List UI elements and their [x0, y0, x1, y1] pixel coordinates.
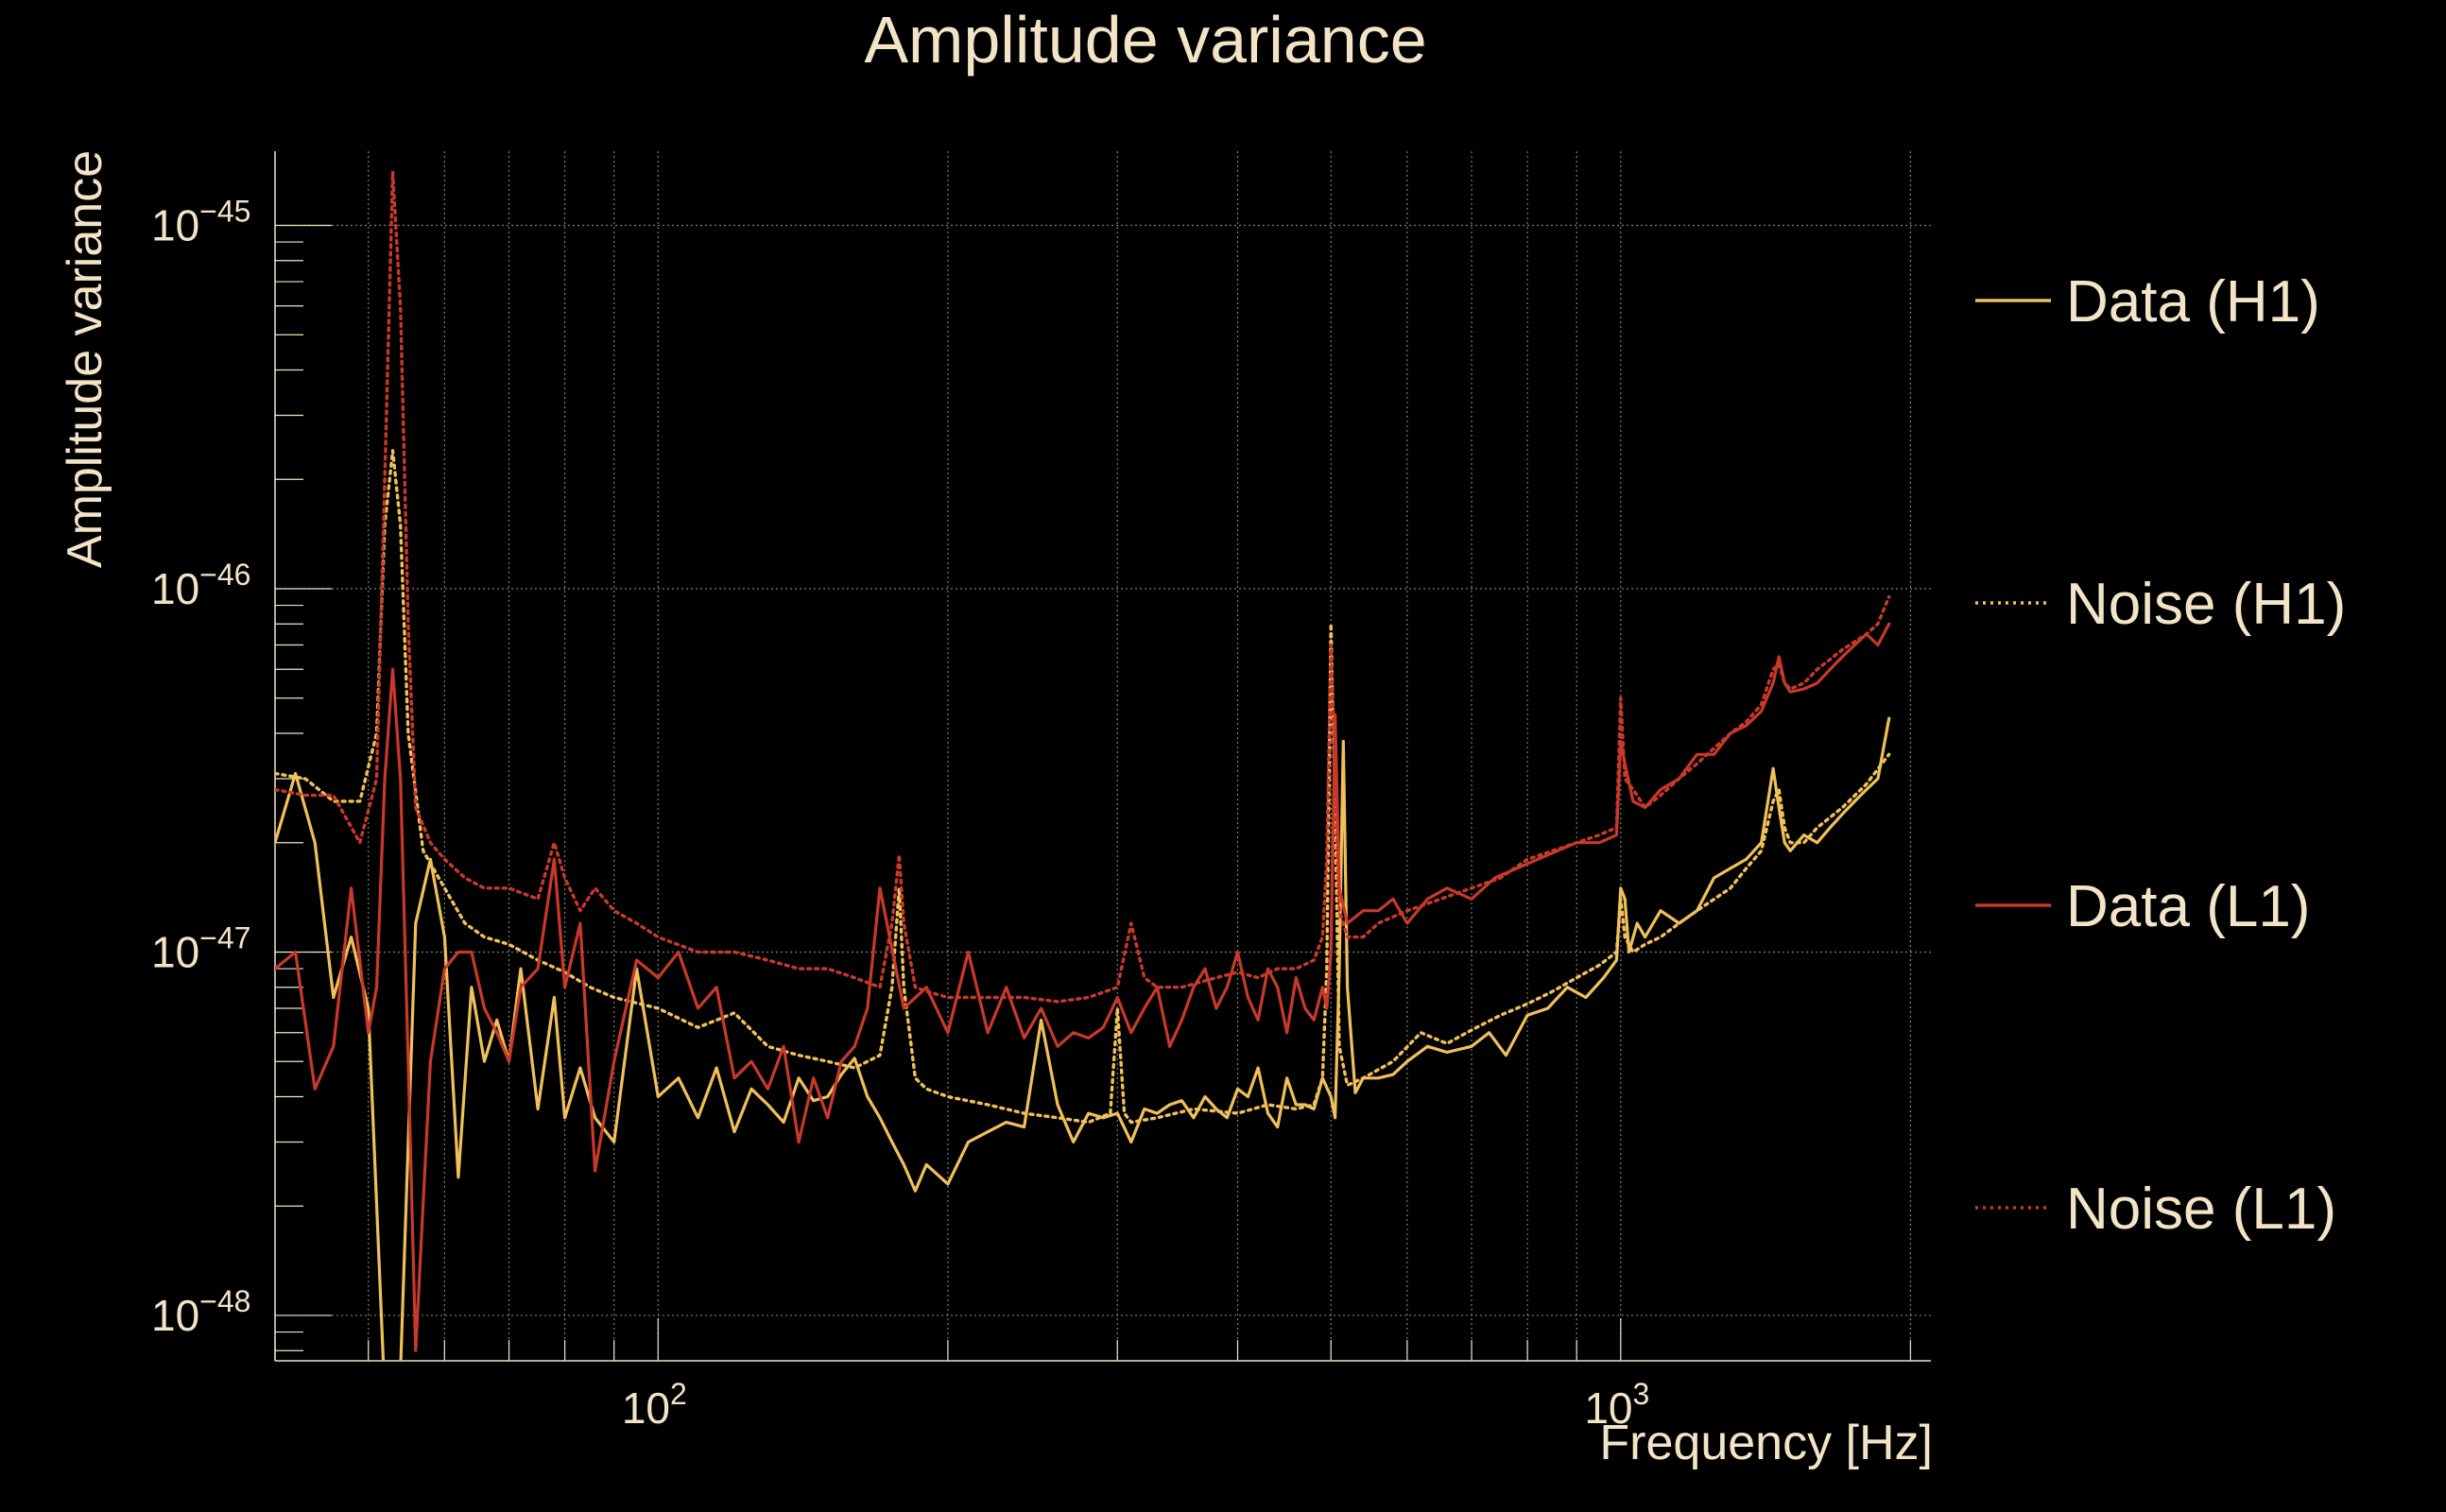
x-tick-label: 103	[1584, 1377, 1649, 1433]
tick-labels: 10−45 10−46 10−47 10−48 102 103	[151, 194, 1649, 1433]
legend: Data (H1) Noise (H1) Data (L1) Noise (L1)	[1975, 269, 2346, 1242]
series-lines	[275, 170, 1891, 1361]
y-axis-label: Amplitude variance	[58, 150, 112, 568]
x-axis-label: Frequency [Hz]	[1599, 1416, 1933, 1470]
legend-label: Noise (L1)	[2066, 1177, 2336, 1242]
x-tick-label: 102	[622, 1377, 687, 1433]
chart-title: Amplitude variance	[864, 3, 1426, 77]
legend-label: Noise (H1)	[2066, 572, 2346, 637]
axes	[274, 151, 1931, 1362]
series-line-noise-h1	[275, 449, 1891, 1125]
y-tick-label: 10−46	[151, 558, 250, 613]
legend-label: Data (L1)	[2066, 874, 2310, 939]
y-tick-label: 10−45	[151, 194, 250, 249]
legend-label: Data (H1)	[2066, 269, 2320, 335]
series-line-noise-l1	[275, 170, 1891, 1004]
y-tick-label: 10−47	[151, 920, 250, 976]
y-tick-label: 10−48	[151, 1284, 250, 1340]
